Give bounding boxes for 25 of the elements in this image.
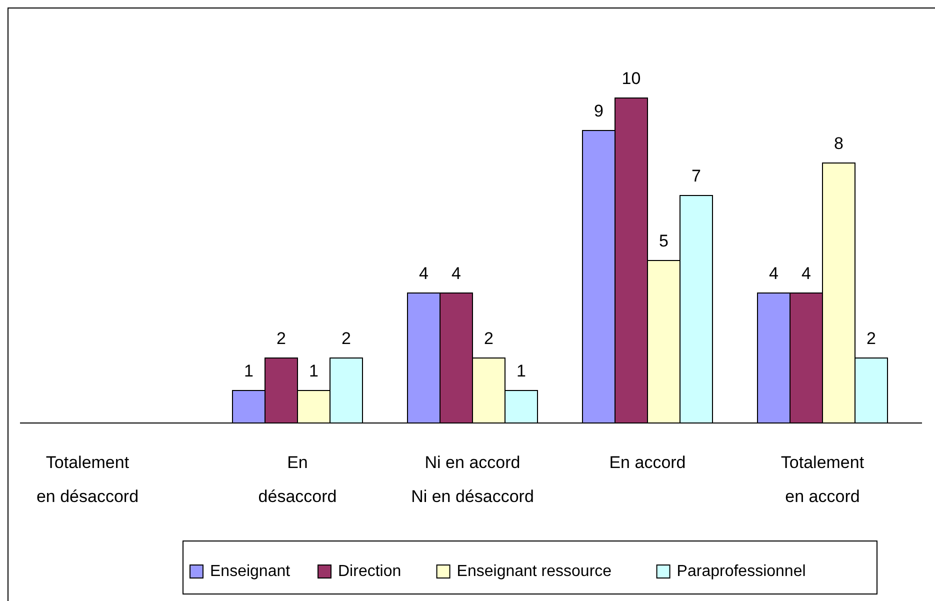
data-label: 2: [484, 329, 494, 348]
x-tick-label: En désaccord: [258, 453, 337, 506]
data-label: 2: [276, 329, 286, 348]
x-tick-label: Ni en accord Ni en désaccord: [411, 453, 534, 506]
data-label: 4: [769, 264, 778, 283]
data-label: 9: [594, 102, 604, 120]
x-tick-label: Totalement en accord: [780, 453, 864, 506]
data-label: 4: [452, 264, 461, 283]
data-label: 5: [659, 232, 668, 250]
data-label: 1: [244, 362, 254, 380]
legend-label: Enseignant: [210, 563, 291, 580]
data-label: 2: [866, 329, 876, 348]
data-label: 7: [692, 166, 701, 186]
data-label: 4: [802, 264, 811, 283]
legend-label: Direction: [338, 563, 402, 580]
data-label: 10: [622, 69, 641, 88]
data-label: 1: [309, 362, 318, 380]
data-label: 8: [834, 134, 844, 153]
data-label: 1: [516, 362, 526, 380]
legend-label: Paraprofessionnel: [676, 563, 806, 580]
legend-label: Enseignant ressource: [456, 563, 612, 580]
x-tick-label: En accord: [609, 453, 686, 472]
data-label: 4: [419, 264, 428, 283]
x-tick-label: Totalement en désaccord: [36, 453, 139, 506]
data-label: 2: [342, 329, 351, 348]
